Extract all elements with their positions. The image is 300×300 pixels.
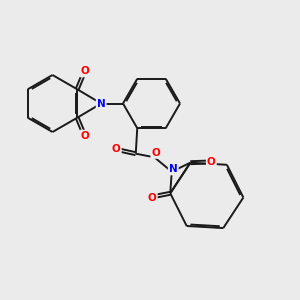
Text: O: O <box>112 144 121 154</box>
Text: O: O <box>80 66 89 76</box>
Text: O: O <box>148 193 157 203</box>
Text: O: O <box>207 157 216 167</box>
Text: O: O <box>152 148 160 158</box>
Text: N: N <box>169 164 178 174</box>
Text: O: O <box>80 131 89 141</box>
Text: N: N <box>97 98 106 109</box>
